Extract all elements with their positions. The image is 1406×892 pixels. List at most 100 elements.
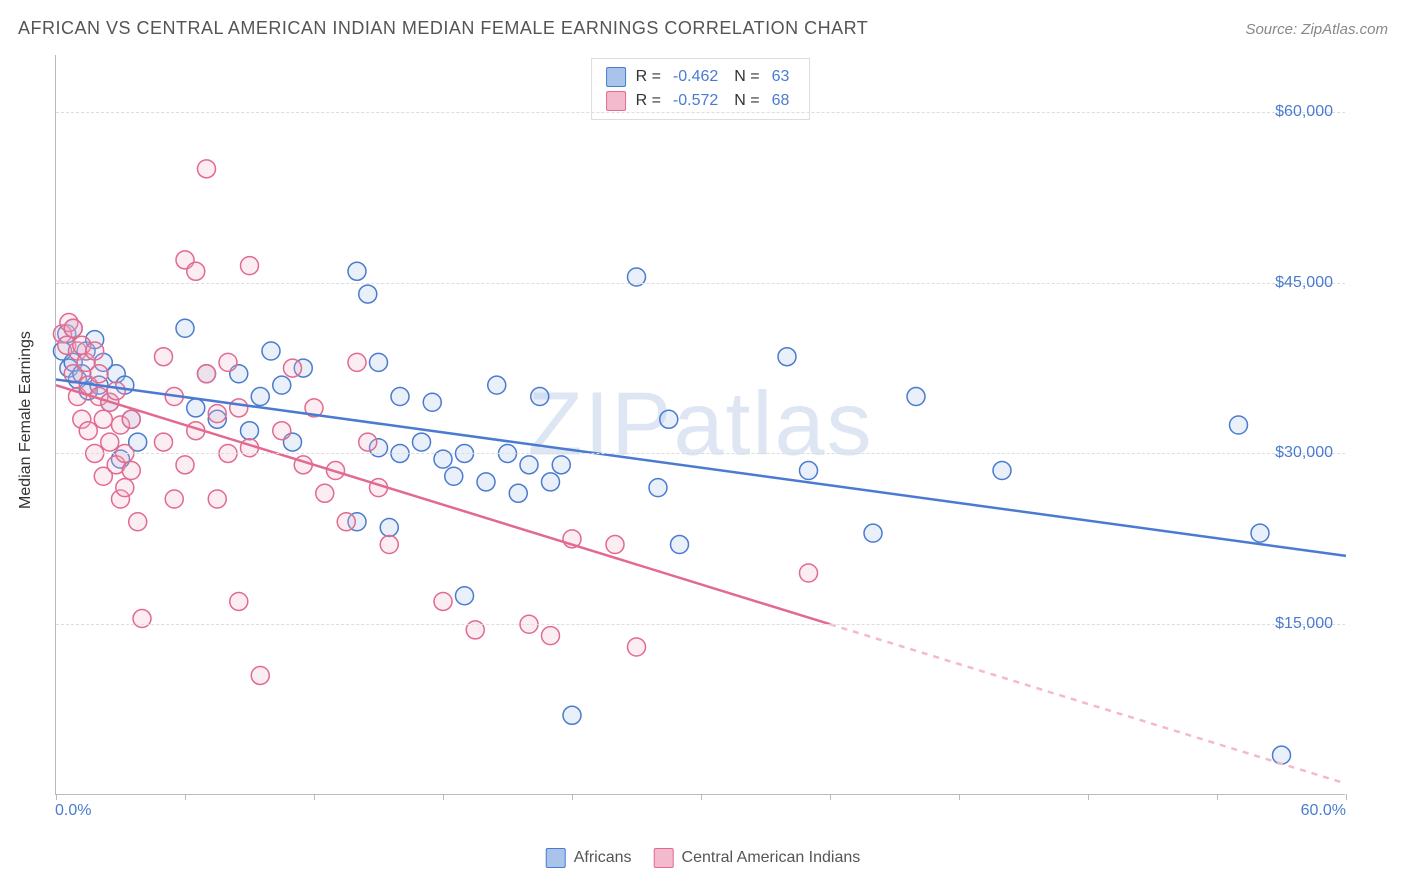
data-point [219, 353, 237, 371]
r-label: R = [636, 92, 661, 110]
data-point [542, 473, 560, 491]
data-point [649, 479, 667, 497]
data-point [477, 473, 495, 491]
data-point [262, 342, 280, 360]
data-point [337, 513, 355, 531]
data-point [198, 365, 216, 383]
gridline [56, 283, 1345, 284]
data-point [241, 257, 259, 275]
trend-line [56, 379, 1346, 555]
data-point [129, 513, 147, 531]
x-tick [443, 794, 444, 800]
x-tick [959, 794, 960, 800]
data-point [79, 422, 97, 440]
series-legend-item: Central American Indians [654, 848, 861, 868]
data-point [370, 353, 388, 371]
data-point [606, 536, 624, 554]
data-point [531, 388, 549, 406]
data-point [155, 348, 173, 366]
data-point [1273, 746, 1291, 764]
series-label: Africans [574, 849, 632, 867]
data-point [628, 638, 646, 656]
data-point [187, 262, 205, 280]
data-point [864, 524, 882, 542]
x-tick [572, 794, 573, 800]
legend-swatch [546, 848, 566, 868]
data-point [423, 393, 441, 411]
data-point [107, 382, 125, 400]
data-point [116, 479, 134, 497]
correlation-legend: R =-0.462N =63R =-0.572N =68 [591, 58, 811, 120]
data-point [316, 484, 334, 502]
correlation-legend-row: R =-0.572N =68 [606, 89, 796, 113]
scatter-plot: ZIPatlas R =-0.462N =63R =-0.572N =68 $1… [55, 55, 1345, 795]
data-point [660, 410, 678, 428]
legend-swatch [606, 91, 626, 111]
x-axis-max-label: 60.0% [1301, 802, 1346, 820]
data-point [86, 342, 104, 360]
data-point [230, 592, 248, 610]
source-attribution: Source: ZipAtlas.com [1245, 21, 1388, 38]
y-tick-label: $45,000 [1275, 274, 1333, 292]
data-point [778, 348, 796, 366]
data-point [176, 456, 194, 474]
data-point [273, 376, 291, 394]
data-point [359, 285, 377, 303]
n-label: N = [734, 68, 759, 86]
chart-title: AFRICAN VS CENTRAL AMERICAN INDIAN MEDIA… [18, 18, 868, 39]
data-point [542, 627, 560, 645]
x-tick [1217, 794, 1218, 800]
data-point [165, 490, 183, 508]
data-point [251, 666, 269, 684]
data-point [187, 399, 205, 417]
x-tick [185, 794, 186, 800]
data-point [208, 405, 226, 423]
plot-svg [56, 55, 1345, 794]
r-label: R = [636, 68, 661, 86]
data-point [800, 462, 818, 480]
series-legend-item: Africans [546, 848, 632, 868]
n-label: N = [734, 92, 759, 110]
data-point [413, 433, 431, 451]
x-tick [314, 794, 315, 800]
trend-line-extrapolated [830, 624, 1346, 783]
x-tick [1088, 794, 1089, 800]
data-point [155, 433, 173, 451]
data-point [1251, 524, 1269, 542]
data-point [94, 410, 112, 428]
data-point [101, 433, 119, 451]
data-point [122, 462, 140, 480]
data-point [380, 518, 398, 536]
n-value: 63 [772, 68, 790, 86]
data-point [391, 388, 409, 406]
x-tick [56, 794, 57, 800]
data-point [348, 353, 366, 371]
data-point [380, 536, 398, 554]
data-point [64, 319, 82, 337]
data-point [993, 462, 1011, 480]
data-point [230, 399, 248, 417]
data-point [90, 365, 108, 383]
data-point [800, 564, 818, 582]
data-point [359, 433, 377, 451]
n-value: 68 [772, 92, 790, 110]
data-point [241, 422, 259, 440]
y-axis-title: Median Female Earnings [17, 331, 35, 509]
legend-swatch [654, 848, 674, 868]
y-tick-label: $60,000 [1275, 103, 1333, 121]
data-point [1230, 416, 1248, 434]
data-point [348, 262, 366, 280]
series-legend: Africans Central American Indians [546, 830, 861, 886]
data-point [176, 319, 194, 337]
data-point [445, 467, 463, 485]
legend-swatch [606, 67, 626, 87]
data-point [198, 160, 216, 178]
data-point [520, 456, 538, 474]
x-tick [1346, 794, 1347, 800]
x-axis-min-label: 0.0% [55, 802, 91, 820]
gridline [56, 453, 1345, 454]
y-tick-label: $30,000 [1275, 444, 1333, 462]
data-point [509, 484, 527, 502]
data-point [552, 456, 570, 474]
data-point [671, 536, 689, 554]
